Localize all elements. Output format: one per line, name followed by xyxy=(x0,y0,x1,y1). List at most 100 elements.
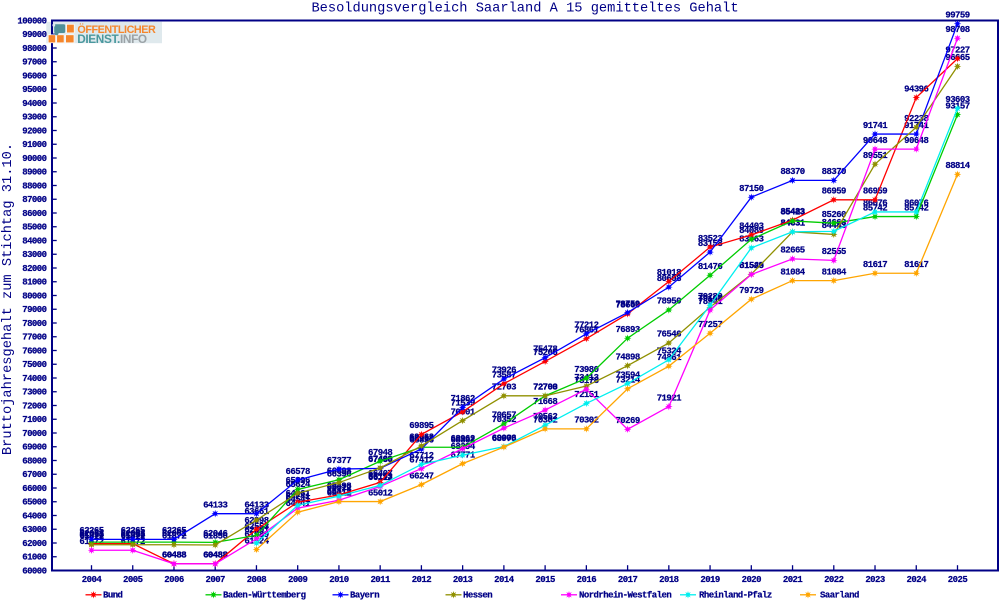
svg-text:94396: 94396 xyxy=(904,84,928,94)
svg-text:63000: 63000 xyxy=(22,525,46,535)
svg-text:84000: 84000 xyxy=(22,236,46,246)
svg-text:71539: 71539 xyxy=(451,399,475,409)
svg-text:66112: 66112 xyxy=(368,473,392,483)
svg-text:68962: 68962 xyxy=(451,434,475,444)
svg-text:62046: 62046 xyxy=(203,529,227,539)
svg-text:70657: 70657 xyxy=(492,411,516,421)
svg-text:70302: 70302 xyxy=(533,416,557,426)
svg-text:78759: 78759 xyxy=(615,299,639,309)
svg-text:68962: 68962 xyxy=(409,434,433,444)
svg-text:85483: 85483 xyxy=(780,207,804,217)
svg-text:66578: 66578 xyxy=(286,467,310,477)
svg-text:94000: 94000 xyxy=(22,99,46,109)
svg-text:2007: 2007 xyxy=(206,575,226,585)
svg-text:65624: 65624 xyxy=(286,480,311,490)
svg-text:78000: 78000 xyxy=(22,319,46,329)
svg-text:90648: 90648 xyxy=(904,136,928,146)
svg-text:81018: 81018 xyxy=(657,268,681,278)
svg-text:75206: 75206 xyxy=(533,348,557,358)
svg-text:2009: 2009 xyxy=(288,575,308,585)
svg-text:91000: 91000 xyxy=(22,140,46,150)
svg-text:89000: 89000 xyxy=(22,168,46,178)
svg-text:62061: 62061 xyxy=(162,529,187,539)
svg-text:66247: 66247 xyxy=(409,471,433,481)
svg-text:76000: 76000 xyxy=(22,346,46,356)
svg-text:61856: 61856 xyxy=(203,532,227,542)
svg-text:84089: 84089 xyxy=(739,226,763,236)
svg-text:86076: 86076 xyxy=(863,199,887,209)
svg-text:60488: 60488 xyxy=(162,550,186,560)
svg-text:81617: 81617 xyxy=(863,260,887,270)
svg-text:Bruttojahresgehalt zum Stichta: Bruttojahresgehalt zum Stichtag 31.10. xyxy=(1,143,16,455)
svg-text:Bayern: Bayern xyxy=(350,591,379,600)
svg-text:Baden-Württemberg: Baden-Württemberg xyxy=(223,591,306,600)
svg-text:93000: 93000 xyxy=(22,113,46,123)
svg-text:65498: 65498 xyxy=(327,482,351,492)
svg-text:86000: 86000 xyxy=(22,209,46,219)
svg-text:Hessen: Hessen xyxy=(463,591,492,600)
svg-text:83000: 83000 xyxy=(22,250,46,260)
svg-text:81084: 81084 xyxy=(822,267,847,277)
svg-text:90000: 90000 xyxy=(22,154,46,164)
svg-text:2011: 2011 xyxy=(370,575,391,585)
svg-text:88370: 88370 xyxy=(780,167,804,177)
svg-text:95000: 95000 xyxy=(22,85,46,95)
svg-text:74000: 74000 xyxy=(22,374,46,384)
svg-text:72000: 72000 xyxy=(22,401,46,411)
svg-text:77257: 77257 xyxy=(698,320,722,330)
svg-text:67000: 67000 xyxy=(22,470,46,480)
svg-text:84631: 84631 xyxy=(780,219,805,229)
svg-text:77000: 77000 xyxy=(22,333,46,343)
svg-text:87150: 87150 xyxy=(739,184,763,194)
svg-text:71921: 71921 xyxy=(657,393,682,403)
svg-text:2018: 2018 xyxy=(659,575,679,585)
svg-text:63661: 63661 xyxy=(244,507,269,517)
svg-text:85260: 85260 xyxy=(822,210,846,220)
svg-text:90648: 90648 xyxy=(863,136,887,146)
svg-text:73594: 73594 xyxy=(615,370,640,380)
svg-text:78950: 78950 xyxy=(657,297,681,307)
svg-text:73214: 73214 xyxy=(615,376,640,386)
svg-text:2024: 2024 xyxy=(907,575,928,585)
svg-text:61872: 61872 xyxy=(162,531,186,541)
svg-text:88370: 88370 xyxy=(822,167,846,177)
svg-text:62000: 62000 xyxy=(22,539,46,549)
svg-text:84631: 84631 xyxy=(780,219,805,229)
svg-text:62061: 62061 xyxy=(79,529,104,539)
svg-text:2017: 2017 xyxy=(618,575,638,585)
svg-text:81000: 81000 xyxy=(22,278,46,288)
svg-text:74898: 74898 xyxy=(615,352,639,362)
svg-text:72703: 72703 xyxy=(533,383,557,393)
svg-text:91741: 91741 xyxy=(863,121,888,131)
svg-text:2015: 2015 xyxy=(535,575,555,585)
svg-text:2016: 2016 xyxy=(577,575,597,585)
svg-text:61950: 61950 xyxy=(121,530,145,540)
svg-text:65112: 65112 xyxy=(327,487,351,497)
svg-text:66407: 66407 xyxy=(368,469,392,479)
svg-text:73178: 73178 xyxy=(574,376,598,386)
svg-text:73587: 73587 xyxy=(492,370,516,380)
svg-text:68836: 68836 xyxy=(409,436,433,446)
svg-text:79000: 79000 xyxy=(22,305,46,315)
svg-text:88814: 88814 xyxy=(945,161,970,171)
svg-text:69062: 69062 xyxy=(409,433,433,443)
svg-text:84403: 84403 xyxy=(739,222,763,232)
svg-text:70000: 70000 xyxy=(22,429,46,439)
svg-text:70269: 70269 xyxy=(615,416,639,426)
svg-text:67712: 67712 xyxy=(409,451,433,461)
svg-text:68978: 68978 xyxy=(492,434,516,444)
svg-text:70352: 70352 xyxy=(492,415,516,425)
svg-text:Rheinland-Pfalz: Rheinland-Pfalz xyxy=(699,591,772,600)
svg-text:86959: 86959 xyxy=(863,187,887,197)
svg-text:75000: 75000 xyxy=(22,360,46,370)
svg-text:69895: 69895 xyxy=(409,421,433,431)
svg-text:73926: 73926 xyxy=(492,366,516,376)
svg-text:71862: 71862 xyxy=(451,394,475,404)
svg-text:83158: 83158 xyxy=(698,239,722,249)
svg-text:64000: 64000 xyxy=(22,511,46,521)
svg-text:85742: 85742 xyxy=(904,203,928,213)
svg-text:81617: 81617 xyxy=(904,260,928,270)
svg-text:73000: 73000 xyxy=(22,388,46,398)
svg-text:62265: 62265 xyxy=(79,526,103,536)
svg-text:79289: 79289 xyxy=(698,292,722,302)
